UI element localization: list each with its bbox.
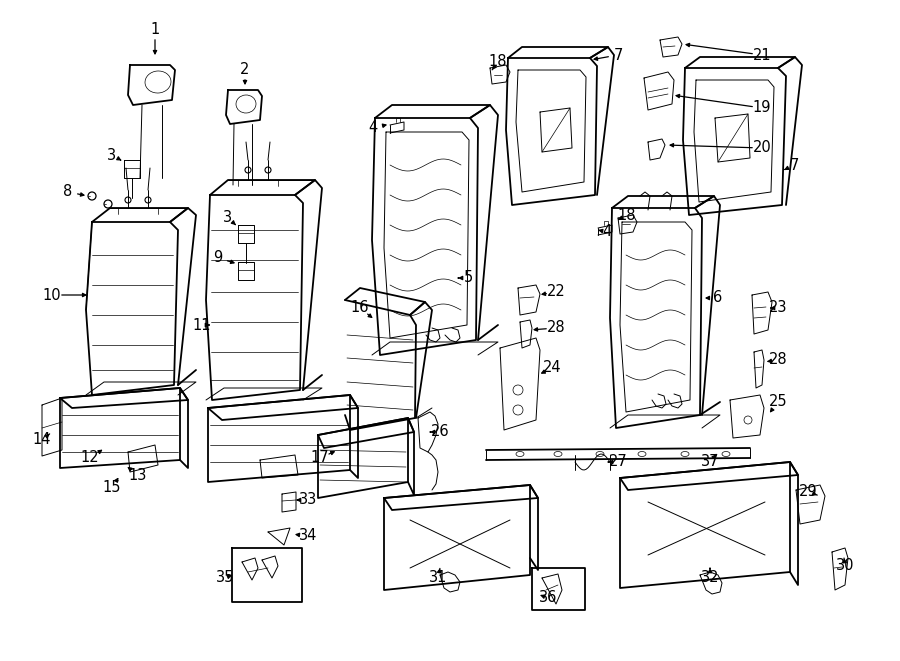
Text: 18: 18: [617, 208, 636, 223]
Text: 3: 3: [223, 210, 232, 225]
Text: 32: 32: [701, 570, 719, 586]
Text: 3: 3: [107, 147, 117, 163]
Text: 17: 17: [310, 451, 329, 465]
Text: 30: 30: [836, 557, 854, 572]
Text: 1: 1: [150, 22, 159, 38]
Text: 29: 29: [798, 485, 817, 500]
Text: 33: 33: [299, 492, 317, 508]
Text: 7: 7: [613, 48, 623, 63]
Text: 27: 27: [608, 455, 627, 469]
Text: 12: 12: [81, 451, 99, 465]
Text: 8: 8: [63, 184, 73, 200]
Text: 34: 34: [299, 529, 317, 543]
Text: 23: 23: [769, 301, 788, 315]
Text: 36: 36: [539, 590, 557, 605]
Text: 35: 35: [216, 570, 234, 586]
Text: 5: 5: [464, 270, 472, 286]
Circle shape: [88, 192, 96, 200]
Text: 7: 7: [789, 157, 798, 173]
Text: 4: 4: [368, 120, 378, 136]
Text: 11: 11: [193, 317, 212, 332]
Text: 24: 24: [543, 360, 562, 375]
Text: 16: 16: [351, 301, 369, 315]
Circle shape: [145, 197, 151, 203]
Text: 28: 28: [769, 352, 788, 368]
Circle shape: [104, 200, 112, 208]
Circle shape: [245, 167, 251, 173]
Text: 31: 31: [428, 570, 447, 586]
Circle shape: [125, 197, 131, 203]
Text: 19: 19: [752, 100, 771, 116]
Text: 6: 6: [714, 290, 723, 305]
Text: 21: 21: [752, 48, 771, 63]
Text: 26: 26: [431, 424, 449, 440]
Text: 20: 20: [752, 141, 771, 155]
Text: 9: 9: [213, 251, 222, 266]
Text: 18: 18: [489, 54, 508, 69]
Text: 37: 37: [701, 455, 719, 469]
Text: 28: 28: [546, 321, 565, 336]
Text: 22: 22: [546, 284, 565, 299]
Text: 15: 15: [103, 481, 122, 496]
Text: 10: 10: [42, 288, 61, 303]
Text: 13: 13: [129, 467, 148, 483]
Text: 4: 4: [602, 225, 612, 239]
Circle shape: [265, 167, 271, 173]
Text: 2: 2: [240, 63, 249, 77]
Text: 25: 25: [769, 395, 788, 410]
Text: 14: 14: [32, 432, 51, 447]
